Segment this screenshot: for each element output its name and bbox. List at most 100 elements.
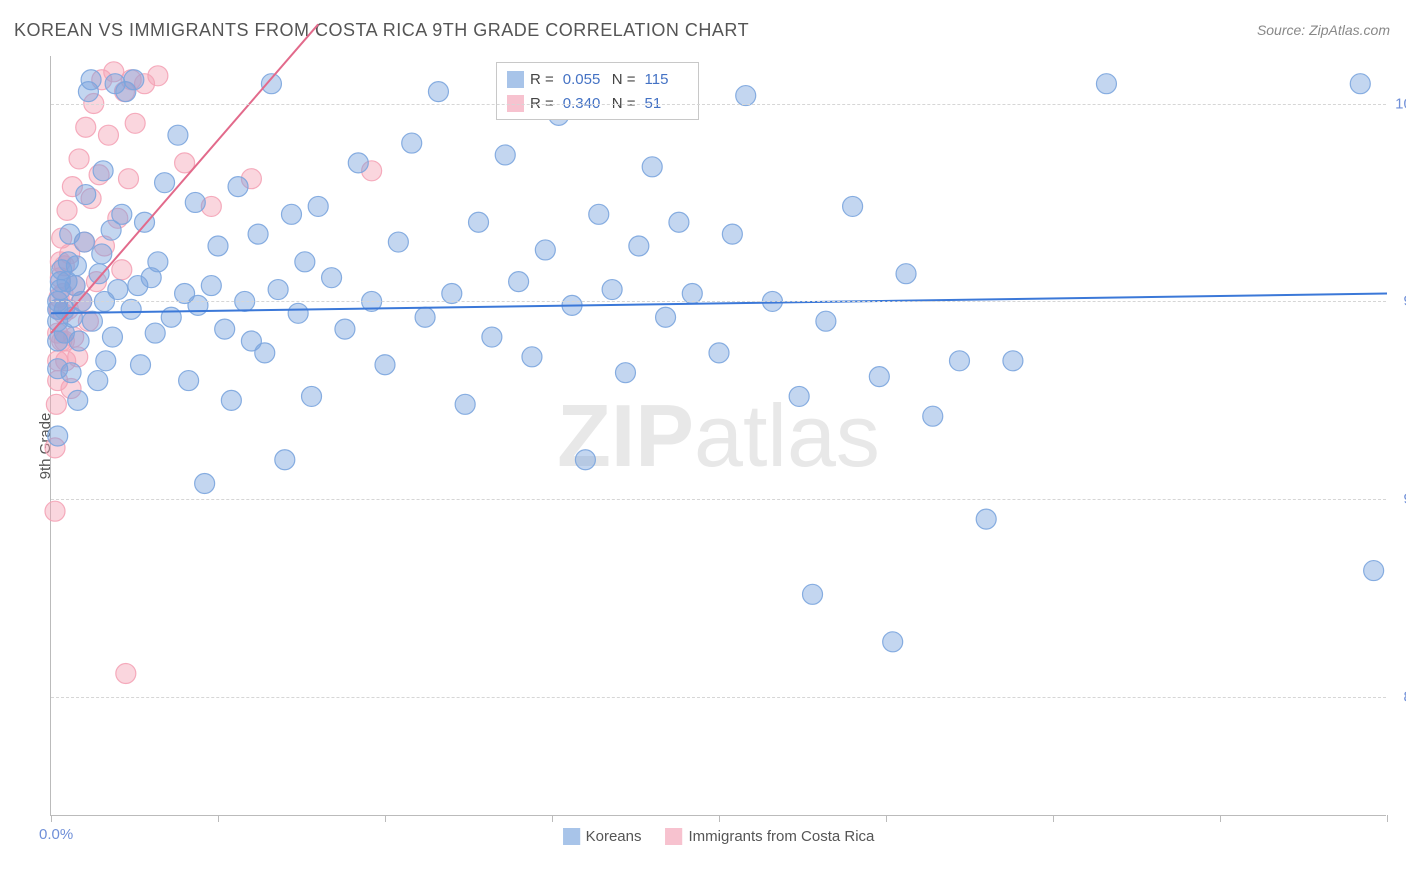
scatter-point: [148, 252, 168, 272]
x-tick: [218, 815, 219, 822]
scatter-point: [161, 307, 181, 327]
scatter-point: [76, 117, 96, 137]
chart-svg: [51, 56, 1386, 815]
scatter-point: [255, 343, 275, 363]
scatter-point: [535, 240, 555, 260]
scatter-point: [88, 371, 108, 391]
x-tick: [1053, 815, 1054, 822]
scatter-point: [81, 70, 101, 90]
x-tick: [719, 815, 720, 822]
r-value-koreans: 0.055: [560, 71, 606, 88]
scatter-point: [74, 232, 94, 252]
scatter-point: [155, 173, 175, 193]
scatter-point: [185, 192, 205, 212]
scatter-point: [816, 311, 836, 331]
scatter-point: [96, 351, 116, 371]
scatter-point: [455, 394, 475, 414]
swatch-koreans: [507, 71, 524, 88]
scatter-point: [322, 268, 342, 288]
legend-label-koreans: Koreans: [586, 828, 642, 845]
gridline: [51, 104, 1386, 105]
scatter-point: [261, 74, 281, 94]
scatter-point: [789, 386, 809, 406]
scatter-point: [221, 390, 241, 410]
scatter-point: [722, 224, 742, 244]
scatter-point: [125, 113, 145, 133]
scatter-point: [248, 224, 268, 244]
scatter-point: [45, 501, 65, 521]
scatter-point: [803, 584, 823, 604]
scatter-point: [843, 196, 863, 216]
scatter-point: [602, 280, 622, 300]
scatter-point: [469, 212, 489, 232]
y-tick-label: 95.0%: [1391, 293, 1406, 310]
scatter-point: [923, 406, 943, 426]
scatter-point: [1003, 351, 1023, 371]
scatter-point: [275, 450, 295, 470]
scatter-point: [1364, 561, 1384, 581]
scatter-point: [656, 307, 676, 327]
scatter-point: [69, 331, 89, 351]
scatter-point: [118, 169, 138, 189]
scatter-point: [869, 367, 889, 387]
y-tick-label: 90.0%: [1391, 491, 1406, 508]
scatter-point: [228, 177, 248, 197]
scatter-point: [522, 347, 542, 367]
series-legend: Koreans Immigrants from Costa Rica: [563, 828, 875, 845]
n-value-koreans: 115: [642, 71, 688, 88]
scatter-point: [428, 82, 448, 102]
scatter-point: [108, 280, 128, 300]
scatter-point: [112, 204, 132, 224]
scatter-point: [61, 363, 81, 383]
scatter-point: [402, 133, 422, 153]
scatter-point: [208, 236, 228, 256]
scatter-point: [82, 311, 102, 331]
scatter-point: [112, 260, 132, 280]
scatter-point: [348, 153, 368, 173]
scatter-point: [201, 276, 221, 296]
scatter-point: [589, 204, 609, 224]
scatter-point: [388, 232, 408, 252]
r-label: R =: [530, 71, 554, 88]
scatter-point: [66, 256, 86, 276]
scatter-point: [76, 185, 96, 205]
scatter-point: [575, 450, 595, 470]
gridline: [51, 697, 1386, 698]
scatter-point: [415, 307, 435, 327]
scatter-point: [302, 386, 322, 406]
scatter-point: [148, 66, 168, 86]
scatter-point: [48, 426, 68, 446]
scatter-point: [188, 295, 208, 315]
scatter-point: [69, 149, 89, 169]
legend-row-koreans: R = 0.055 N = 115: [507, 67, 688, 91]
scatter-point: [268, 280, 288, 300]
scatter-point: [102, 327, 122, 347]
scatter-point: [976, 509, 996, 529]
scatter-point: [709, 343, 729, 363]
gridline: [51, 301, 1386, 302]
chart-title: KOREAN VS IMMIGRANTS FROM COSTA RICA 9TH…: [14, 20, 749, 41]
y-tick-label: 85.0%: [1391, 689, 1406, 706]
scatter-point: [195, 474, 215, 494]
swatch-koreans: [563, 828, 580, 845]
scatter-point: [46, 394, 66, 414]
scatter-point: [629, 236, 649, 256]
scatter-point: [124, 70, 144, 90]
scatter-point: [883, 632, 903, 652]
n-label: N =: [612, 71, 636, 88]
scatter-point: [116, 664, 136, 684]
scatter-point: [92, 244, 112, 264]
scatter-point: [168, 125, 188, 145]
scatter-point: [68, 390, 88, 410]
x-tick: [552, 815, 553, 822]
scatter-point: [1096, 74, 1116, 94]
x-tick: [1387, 815, 1388, 822]
scatter-point: [93, 161, 113, 181]
scatter-point: [615, 363, 635, 383]
scatter-point: [145, 323, 165, 343]
y-tick-label: 100.0%: [1391, 95, 1406, 112]
scatter-point: [482, 327, 502, 347]
scatter-point: [135, 212, 155, 232]
x-axis-min-label: 0.0%: [39, 826, 73, 843]
legend-label-costarica: Immigrants from Costa Rica: [689, 828, 875, 845]
